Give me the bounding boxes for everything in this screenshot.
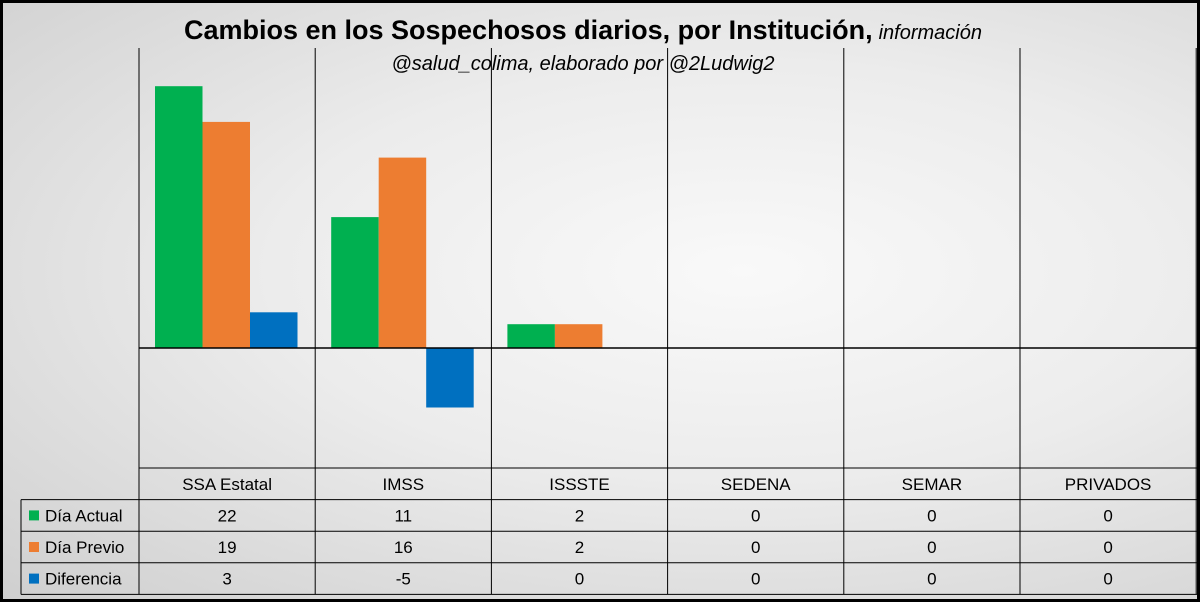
data-value: 0 (927, 570, 936, 589)
chart-subtitle: @salud_colima, elaborado por @2Ludwig2 (391, 53, 775, 75)
data-value: 22 (218, 506, 237, 525)
category-label: IMSS (383, 475, 425, 494)
data-value: 0 (927, 538, 936, 557)
bar-d-a-actual-1 (331, 217, 379, 348)
category-label: PRIVADOS (1065, 475, 1152, 494)
chart-title: Cambios en los Sospechosos diarios, por … (3, 15, 1163, 46)
title-suffix: información (878, 22, 982, 44)
data-value: 0 (1103, 506, 1112, 525)
data-value: 0 (575, 570, 584, 589)
legend-swatch (29, 510, 39, 521)
bar-d-a-actual-0 (155, 86, 203, 348)
bar-diferencia-0 (250, 312, 298, 348)
bar-diferencia-1 (426, 348, 474, 408)
legend-swatch (29, 573, 39, 584)
category-label: SEDENA (721, 475, 792, 494)
bar-d-a-actual-2 (507, 324, 555, 348)
data-value: 2 (575, 538, 584, 557)
data-value: 0 (751, 570, 760, 589)
category-label: SEMAR (902, 475, 962, 494)
category-label: SSA Estatal (182, 475, 272, 494)
data-value: 16 (394, 538, 413, 557)
data-value: 2 (575, 506, 584, 525)
bar-d-a-previo-0 (202, 121, 250, 349)
data-value: 0 (1103, 538, 1112, 557)
data-value: -5 (396, 570, 411, 589)
bar-d-a-previo-1 (378, 157, 427, 348)
legend-swatch (29, 542, 39, 552)
category-label: ISSSTE (549, 475, 609, 494)
data-value: 0 (751, 506, 760, 525)
data-value: 19 (218, 538, 237, 557)
legend-label: Día Previo (45, 538, 124, 557)
bar-chart: SSA Estatal IMSS ISSSTE SEDENA SEMAR PRIVADOS… (20, 48, 1197, 595)
data-value: 0 (927, 506, 936, 525)
title-main: Cambios en los Sospechosos diarios, por … (183, 15, 873, 45)
legend-label: Diferencia (45, 570, 122, 589)
data-value: 0 (1103, 570, 1112, 589)
legend-label: Día Actual (45, 506, 123, 525)
data-value: 0 (751, 538, 760, 557)
data-value: 3 (222, 570, 231, 589)
data-value: 11 (394, 506, 412, 525)
bar-d-a-previo-2 (554, 324, 603, 348)
